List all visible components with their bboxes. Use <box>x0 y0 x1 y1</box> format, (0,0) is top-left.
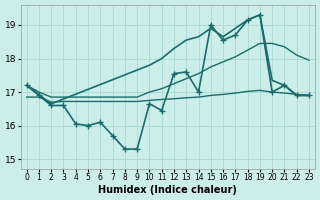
X-axis label: Humidex (Indice chaleur): Humidex (Indice chaleur) <box>98 185 237 195</box>
